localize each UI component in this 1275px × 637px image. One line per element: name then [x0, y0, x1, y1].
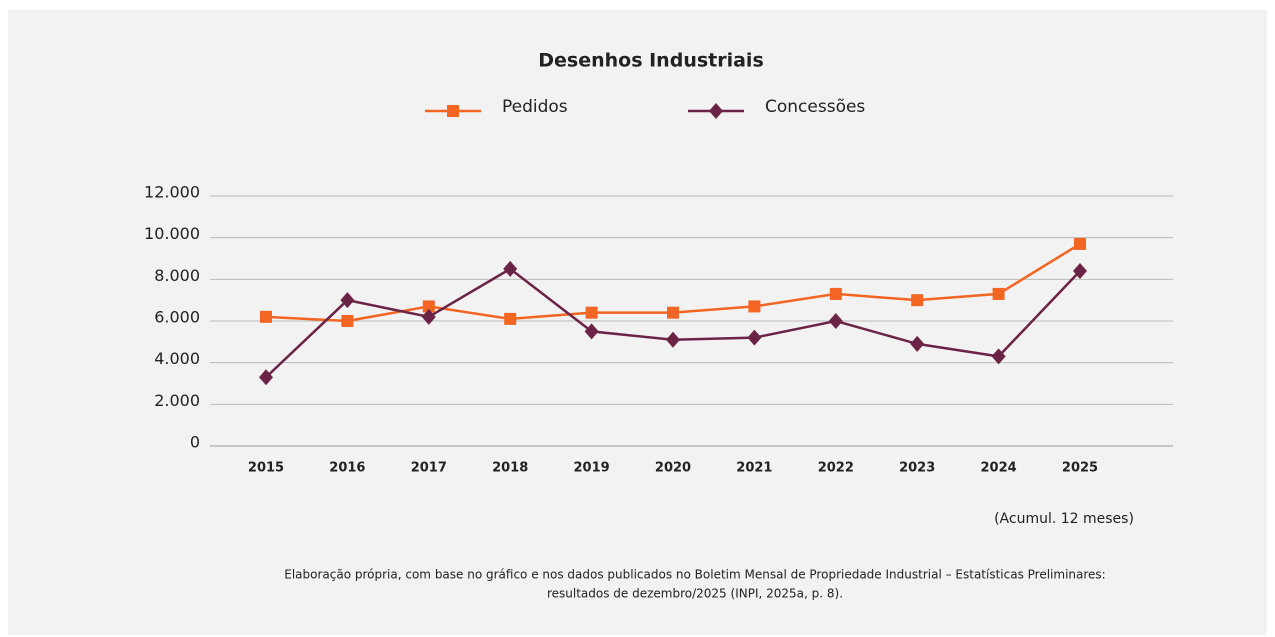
point — [260, 310, 272, 323]
point — [910, 335, 925, 352]
panel — [8, 10, 1267, 635]
point — [828, 313, 843, 329]
x-tick-label: 2017 — [411, 461, 447, 476]
legend-marker — [447, 105, 459, 117]
point — [584, 323, 599, 340]
x-tick-label: 2021 — [736, 461, 772, 476]
chart-title: Desenhos Industriais — [538, 50, 764, 72]
point — [911, 294, 924, 307]
source: resultados de dezembro/2025 (INPI, 2025a… — [547, 587, 843, 601]
point — [585, 306, 598, 319]
point — [829, 287, 842, 300]
point — [421, 308, 436, 325]
y-tick-label: 4.000 — [154, 349, 200, 368]
point — [340, 292, 355, 309]
legend-label: Concessões — [765, 97, 865, 117]
point — [747, 329, 762, 346]
point — [504, 312, 517, 325]
point — [991, 348, 1006, 365]
x-tick-label: 2025 — [1062, 461, 1098, 476]
x-tick-label: 2019 — [574, 461, 610, 476]
legend-marker — [709, 103, 723, 119]
point — [503, 260, 518, 277]
x-tick-label: 2022 — [818, 461, 854, 476]
point — [341, 315, 354, 327]
x-tick-label: 2018 — [492, 461, 528, 476]
x-tick-label: 2015 — [248, 461, 284, 476]
point — [1074, 237, 1086, 250]
y-tick-label: 12.000 — [144, 183, 200, 202]
y-tick-label: 8.000 — [154, 266, 200, 285]
legend-label: Pedidos — [502, 97, 568, 117]
point — [748, 300, 761, 313]
point — [992, 287, 1005, 300]
point — [667, 306, 679, 319]
source: Elaboração própria, com base no gráfico … — [284, 568, 1105, 582]
y-tick-label: 10.000 — [144, 224, 200, 243]
y-tick-label: 6.000 — [154, 308, 200, 327]
y-tick-label: 0 — [190, 433, 200, 452]
point — [1073, 263, 1087, 279]
x-tick-label: 2023 — [899, 461, 935, 476]
x-tick-label: 2016 — [329, 461, 365, 476]
x-tick-label: 2024 — [981, 461, 1017, 476]
point — [422, 300, 435, 313]
x-tick-label: 2020 — [655, 461, 691, 476]
note: (Acumul. 12 meses) — [994, 511, 1134, 527]
y-tick-label: 2.000 — [154, 391, 200, 410]
point — [666, 331, 680, 348]
point — [259, 369, 273, 386]
